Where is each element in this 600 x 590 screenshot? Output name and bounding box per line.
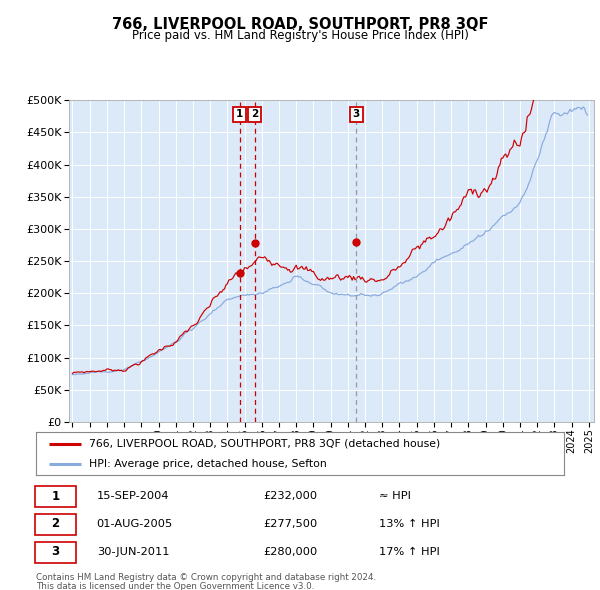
Text: 01-AUG-2005: 01-AUG-2005 bbox=[97, 519, 173, 529]
Text: £232,000: £232,000 bbox=[263, 491, 317, 501]
Text: Price paid vs. HM Land Registry's House Price Index (HPI): Price paid vs. HM Land Registry's House … bbox=[131, 30, 469, 42]
Text: HPI: Average price, detached house, Sefton: HPI: Average price, detached house, Seft… bbox=[89, 460, 326, 469]
Text: This data is licensed under the Open Government Licence v3.0.: This data is licensed under the Open Gov… bbox=[36, 582, 314, 590]
FancyBboxPatch shape bbox=[35, 514, 76, 535]
Text: 17% ↑ HPI: 17% ↑ HPI bbox=[379, 547, 440, 557]
FancyBboxPatch shape bbox=[35, 486, 76, 507]
Text: 15-SEP-2004: 15-SEP-2004 bbox=[97, 491, 169, 501]
Text: 13% ↑ HPI: 13% ↑ HPI bbox=[379, 519, 440, 529]
Text: 766, LIVERPOOL ROAD, SOUTHPORT, PR8 3QF (detached house): 766, LIVERPOOL ROAD, SOUTHPORT, PR8 3QF … bbox=[89, 439, 440, 449]
Text: 3: 3 bbox=[353, 110, 360, 119]
FancyBboxPatch shape bbox=[35, 542, 76, 563]
Text: 2: 2 bbox=[251, 110, 258, 119]
Text: 2: 2 bbox=[52, 517, 59, 530]
Text: Contains HM Land Registry data © Crown copyright and database right 2024.: Contains HM Land Registry data © Crown c… bbox=[36, 573, 376, 582]
Text: ≈ HPI: ≈ HPI bbox=[379, 491, 411, 501]
Text: 30-JUN-2011: 30-JUN-2011 bbox=[97, 547, 169, 557]
Text: £280,000: £280,000 bbox=[263, 547, 317, 557]
Text: 766, LIVERPOOL ROAD, SOUTHPORT, PR8 3QF: 766, LIVERPOOL ROAD, SOUTHPORT, PR8 3QF bbox=[112, 17, 488, 31]
Text: 1: 1 bbox=[52, 490, 59, 503]
Text: 3: 3 bbox=[52, 545, 59, 558]
Text: £277,500: £277,500 bbox=[263, 519, 317, 529]
Text: 1: 1 bbox=[236, 110, 243, 119]
